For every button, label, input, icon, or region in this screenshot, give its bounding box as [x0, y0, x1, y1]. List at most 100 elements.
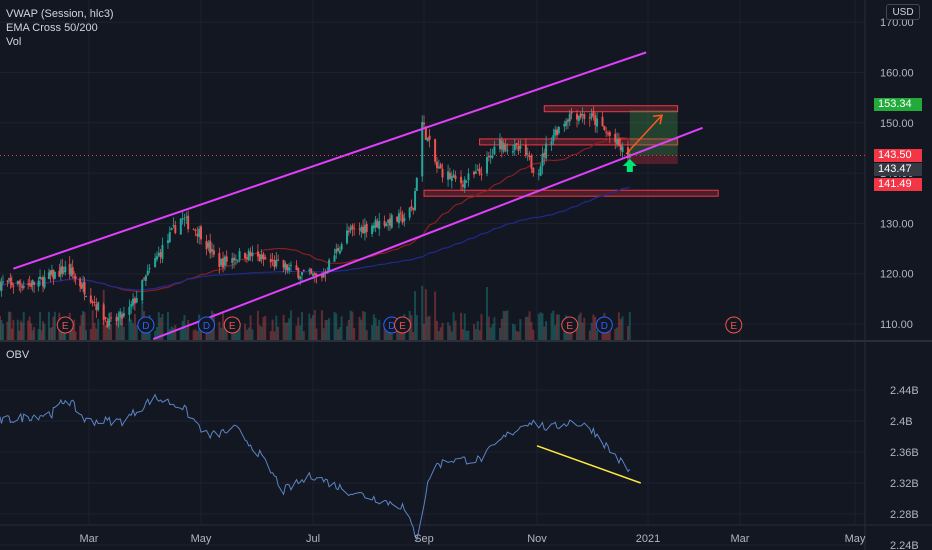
dividend-marker[interactable]: [198, 316, 216, 334]
candle-body: [33, 281, 36, 285]
earnings-marker[interactable]: [223, 316, 241, 334]
candle-body: [39, 276, 42, 279]
volume-bar: [192, 330, 195, 340]
resistance-levels: [423, 105, 719, 197]
earnings-marker[interactable]: [561, 316, 579, 334]
volume-bar: [326, 320, 329, 340]
candle-body: [552, 135, 555, 142]
volume-bar: [174, 324, 177, 340]
candle-body: [275, 259, 278, 267]
volume-bar: [115, 316, 118, 340]
event-marker-label: D: [388, 321, 395, 332]
candle-body: [310, 268, 313, 274]
candle-body: [269, 258, 272, 263]
candle-body: [365, 223, 368, 232]
volume-bar: [225, 323, 228, 340]
volume-bar: [33, 327, 36, 340]
volume-bar: [10, 328, 13, 340]
candle-body: [233, 257, 236, 261]
volume-bar: [374, 318, 377, 340]
legend-vol[interactable]: Vol: [6, 36, 22, 48]
stop-zone-box: [629, 155, 678, 165]
candle-body: [9, 277, 12, 282]
legend-obv[interactable]: OBV: [6, 349, 30, 361]
earnings-marker[interactable]: [56, 316, 74, 334]
candle-body: [262, 253, 265, 260]
candle-body: [570, 111, 573, 114]
volume-bar: [502, 310, 505, 340]
candle-body: [168, 232, 171, 242]
candle-body: [52, 269, 55, 279]
volume-bar: [42, 321, 45, 340]
candle-body: [249, 252, 252, 257]
volume-bar: [347, 319, 350, 340]
volume-bar: [310, 318, 313, 340]
candle-body: [594, 115, 597, 126]
candle-body: [460, 176, 463, 184]
candle-body: [489, 155, 492, 158]
volume-bar: [245, 329, 248, 340]
candle-body: [454, 175, 457, 180]
volume-bar: [71, 327, 74, 340]
volume-bar: [18, 330, 21, 340]
candle-body: [236, 260, 239, 262]
candle-body: [519, 145, 522, 149]
volume-bar: [238, 323, 241, 340]
candle-body: [205, 241, 208, 250]
candle-body: [198, 228, 201, 238]
candle-body: [218, 252, 221, 268]
volume-bar: [289, 310, 292, 340]
target-zone: [629, 110, 678, 165]
candle-body: [606, 133, 609, 135]
candle-body: [148, 268, 151, 270]
volume-bar: [157, 312, 160, 340]
volume-bar: [605, 331, 608, 340]
candle-body: [299, 276, 302, 280]
volume-bar: [82, 310, 85, 340]
volume-bar: [362, 311, 365, 340]
volume-bar: [308, 313, 311, 340]
volume-bar: [385, 327, 388, 340]
candle-body: [322, 273, 325, 278]
price-tick-label: 170.00: [880, 17, 914, 29]
volume-bar: [52, 316, 55, 340]
volume-bar: [581, 322, 584, 340]
candle-body: [200, 226, 202, 240]
volume-bar: [437, 331, 440, 340]
earnings-marker[interactable]: [725, 316, 743, 334]
candle-body: [565, 121, 568, 126]
volume-bar: [487, 316, 490, 340]
candle-body: [388, 218, 391, 226]
candle-body: [401, 214, 404, 223]
volume-bar: [592, 314, 595, 340]
volume-bar: [358, 316, 361, 340]
candle-body: [530, 156, 533, 169]
price-tick-label: 150.00: [880, 118, 914, 130]
volume-bar: [480, 313, 483, 340]
candle-body: [47, 272, 50, 280]
candle-body: [476, 169, 479, 171]
dividend-marker[interactable]: [595, 316, 613, 334]
legend-ema[interactable]: EMA Cross 50/200: [6, 22, 98, 34]
candle-body: [491, 155, 494, 158]
volume-bar: [16, 319, 19, 340]
candle-body: [550, 141, 553, 146]
currency-button[interactable]: USD: [886, 4, 920, 20]
candle-body: [347, 230, 350, 233]
candle-body: [353, 228, 356, 230]
candle-body: [106, 321, 109, 328]
candle-body: [410, 206, 413, 208]
obv-line: [0, 393, 631, 542]
volume-bar: [154, 331, 157, 340]
price-tick-label: 120.00: [880, 269, 914, 281]
dividend-marker[interactable]: [137, 316, 155, 334]
candle-body: [543, 152, 546, 157]
volume-bar: [322, 328, 325, 340]
earnings-marker[interactable]: [394, 316, 412, 334]
volume-bars: [0, 285, 631, 340]
volume-bar: [40, 330, 43, 340]
candle-body: [192, 229, 195, 231]
legend-vwap[interactable]: VWAP (Session, hlc3): [6, 8, 114, 20]
